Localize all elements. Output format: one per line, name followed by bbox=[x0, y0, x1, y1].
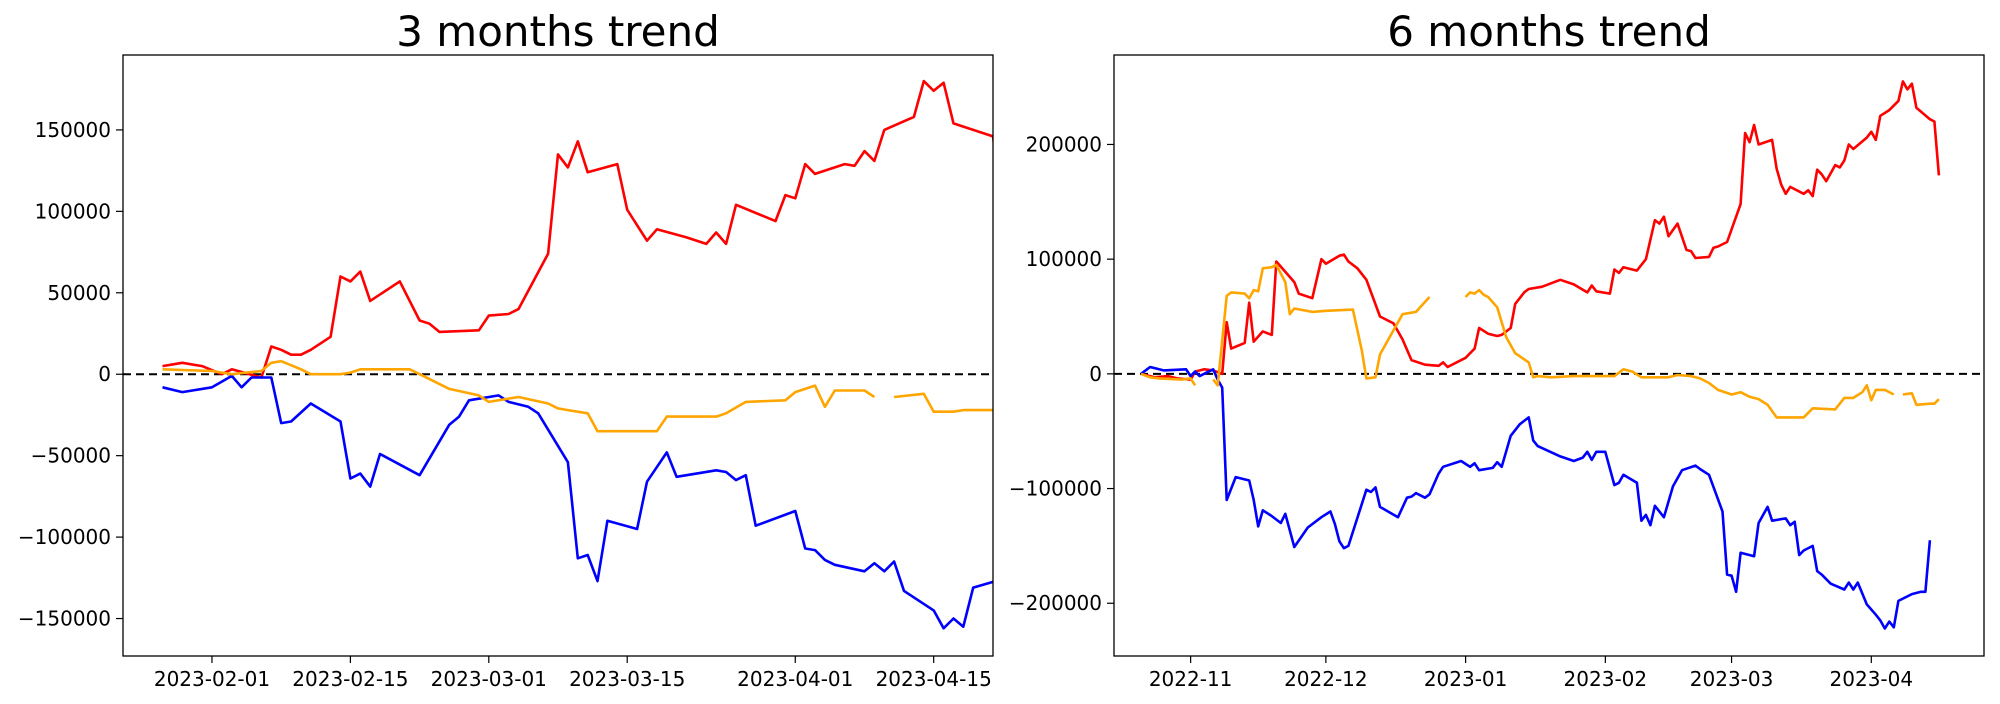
x-tick-label: 2023-04-15 bbox=[876, 667, 992, 691]
series-line-3 bbox=[1212, 263, 1431, 387]
x-tick-label: 2023-04 bbox=[1830, 667, 1914, 691]
x-tick-label: 2023-03-01 bbox=[431, 667, 547, 691]
series-line-2 bbox=[1140, 365, 1932, 630]
series-line-3 bbox=[893, 392, 993, 414]
y-tick-label: −100000 bbox=[18, 525, 111, 549]
x-tick-label: 2022-11 bbox=[1149, 667, 1233, 691]
y-tick-label: 150000 bbox=[35, 118, 111, 142]
chart-panel-1: 3 months trend 150000 100000 50000 0 −50000 −1… bbox=[18, 7, 994, 691]
series-line-1 bbox=[1140, 80, 1941, 381]
x-tick-label: 2023-03 bbox=[1690, 667, 1774, 691]
x-tick-label: 2023-02-01 bbox=[154, 667, 270, 691]
axes-frame bbox=[122, 54, 994, 657]
series-line-1 bbox=[162, 79, 993, 379]
y-tick-label: 100000 bbox=[1026, 247, 1102, 271]
x-tick-label: 2022-12 bbox=[1284, 667, 1368, 691]
x-tick-label: 2023-04-01 bbox=[737, 667, 853, 691]
series-group bbox=[1140, 80, 1941, 630]
series-group bbox=[162, 79, 993, 630]
axes-frame bbox=[1113, 54, 1985, 657]
series-line-3 bbox=[162, 359, 876, 433]
series-line-3 bbox=[1464, 288, 1895, 419]
y-tick-label: 200000 bbox=[1026, 132, 1102, 156]
y-tick-label: 100000 bbox=[35, 199, 111, 223]
y-tick-label: −100000 bbox=[1009, 477, 1102, 501]
chart-panel-2: 6 months trend 200000 100000 0 −100000 −20000… bbox=[1009, 7, 1985, 691]
chart-title: 6 months trend bbox=[1387, 7, 1711, 56]
x-tick-label: 2023-02 bbox=[1564, 667, 1648, 691]
x-tick-label: 2023-01 bbox=[1424, 667, 1508, 691]
series-line-3 bbox=[1140, 372, 1197, 387]
y-tick-label: −50000 bbox=[31, 444, 111, 468]
y-tick-label: −150000 bbox=[18, 607, 111, 631]
series-line-3 bbox=[1902, 391, 1940, 407]
y-tick-label: −200000 bbox=[1009, 591, 1102, 615]
x-tick-label: 2023-02-15 bbox=[292, 667, 408, 691]
y-tick-label: 50000 bbox=[47, 281, 111, 305]
x-tick-label: 2023-03-15 bbox=[569, 667, 685, 691]
y-tick-label: 0 bbox=[1089, 362, 1102, 386]
series-line-2 bbox=[162, 374, 993, 630]
y-tick-label: 0 bbox=[98, 362, 111, 386]
chart-title: 3 months trend bbox=[396, 7, 720, 56]
